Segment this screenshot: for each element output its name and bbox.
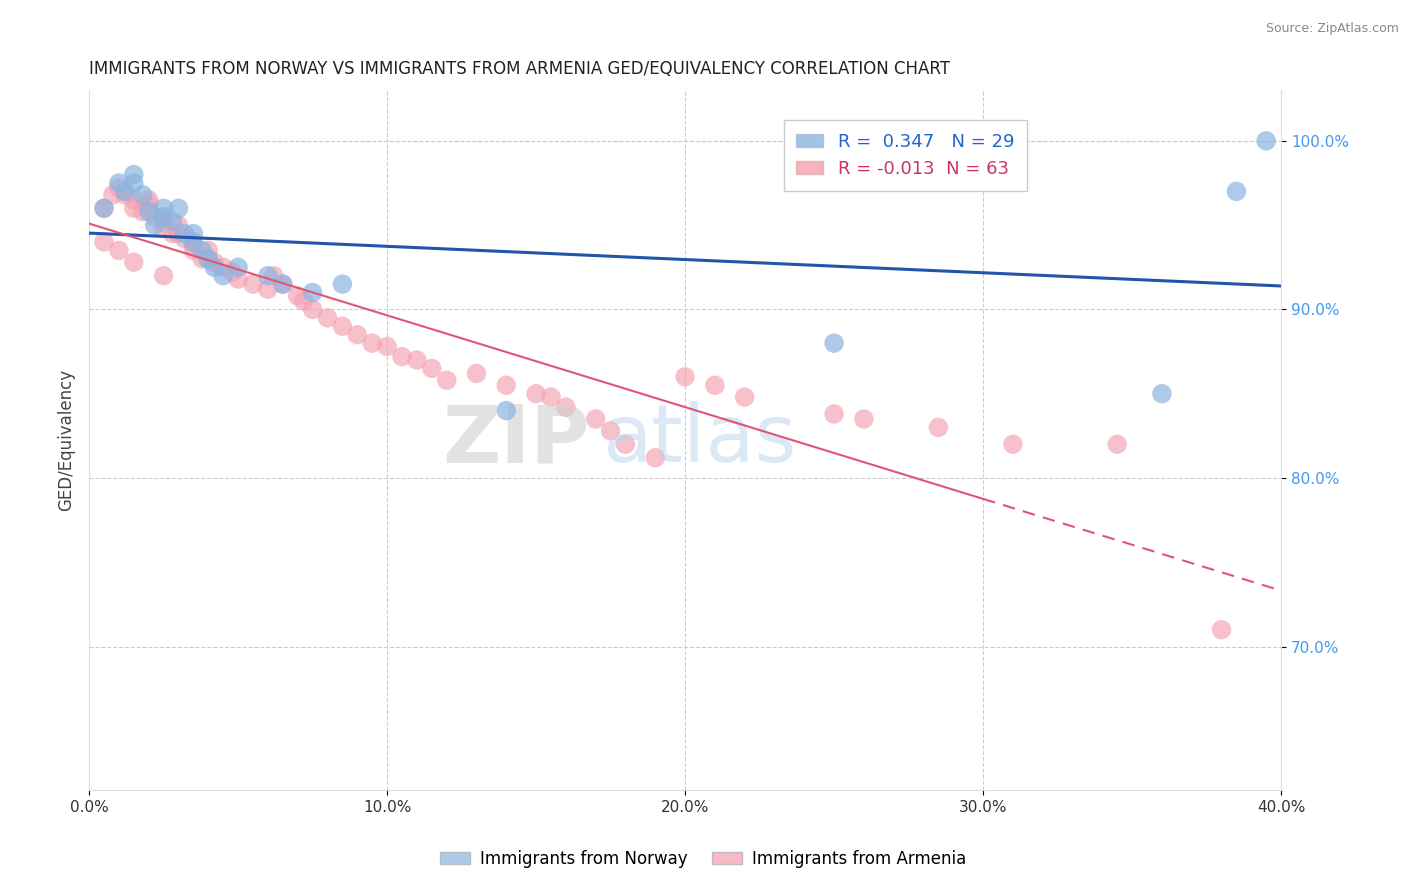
Point bbox=[202, 260, 225, 275]
Point bbox=[212, 268, 235, 283]
Point bbox=[495, 378, 517, 392]
Point bbox=[644, 450, 666, 465]
Point bbox=[202, 255, 225, 269]
Point bbox=[391, 350, 413, 364]
Point bbox=[1225, 185, 1247, 199]
Point bbox=[257, 282, 280, 296]
Point bbox=[221, 265, 243, 279]
Point bbox=[1107, 437, 1129, 451]
Point bbox=[152, 210, 174, 224]
Point bbox=[122, 255, 145, 269]
Point bbox=[823, 336, 845, 351]
Point bbox=[93, 235, 115, 249]
Point bbox=[420, 361, 443, 376]
Text: atlas: atlas bbox=[602, 401, 796, 479]
Legend: R =  0.347   N = 29, R = -0.013  N = 63: R = 0.347 N = 29, R = -0.013 N = 63 bbox=[783, 120, 1026, 191]
Point bbox=[93, 201, 115, 215]
Point bbox=[927, 420, 949, 434]
Point bbox=[1211, 623, 1233, 637]
Point bbox=[197, 252, 219, 266]
Point bbox=[93, 201, 115, 215]
Point bbox=[197, 244, 219, 258]
Point bbox=[138, 198, 160, 212]
Point bbox=[257, 268, 280, 283]
Point bbox=[1150, 386, 1173, 401]
Point bbox=[173, 231, 195, 245]
Point bbox=[316, 310, 339, 325]
Point bbox=[540, 390, 562, 404]
Point bbox=[226, 272, 249, 286]
Point bbox=[332, 277, 354, 292]
Point bbox=[183, 238, 205, 252]
Point bbox=[114, 185, 136, 199]
Point bbox=[436, 373, 458, 387]
Point bbox=[122, 193, 145, 207]
Point bbox=[734, 390, 756, 404]
Point bbox=[132, 204, 155, 219]
Point bbox=[183, 244, 205, 258]
Point bbox=[152, 201, 174, 215]
Point bbox=[138, 193, 160, 207]
Point bbox=[346, 327, 368, 342]
Point bbox=[162, 227, 184, 241]
Point bbox=[183, 235, 205, 249]
Point bbox=[101, 187, 124, 202]
Point bbox=[122, 176, 145, 190]
Point bbox=[212, 260, 235, 275]
Point bbox=[167, 218, 190, 232]
Point bbox=[108, 176, 131, 190]
Point bbox=[162, 215, 184, 229]
Point bbox=[301, 285, 323, 300]
Point bbox=[554, 400, 576, 414]
Point bbox=[405, 353, 427, 368]
Point bbox=[143, 210, 166, 224]
Point bbox=[271, 277, 294, 292]
Point bbox=[585, 412, 607, 426]
Point bbox=[703, 378, 725, 392]
Point bbox=[108, 244, 131, 258]
Point bbox=[108, 181, 131, 195]
Point bbox=[152, 221, 174, 235]
Point bbox=[122, 168, 145, 182]
Point bbox=[226, 260, 249, 275]
Text: ZIP: ZIP bbox=[443, 401, 589, 479]
Point bbox=[271, 277, 294, 292]
Point bbox=[152, 215, 174, 229]
Point bbox=[614, 437, 637, 451]
Point bbox=[599, 424, 621, 438]
Point bbox=[375, 339, 398, 353]
Point bbox=[173, 227, 195, 241]
Point bbox=[152, 268, 174, 283]
Point bbox=[287, 289, 309, 303]
Point bbox=[524, 386, 547, 401]
Point bbox=[183, 227, 205, 241]
Point bbox=[132, 187, 155, 202]
Point bbox=[242, 277, 264, 292]
Point bbox=[673, 369, 696, 384]
Point bbox=[191, 244, 214, 258]
Point bbox=[138, 204, 160, 219]
Point bbox=[167, 201, 190, 215]
Point bbox=[332, 319, 354, 334]
Point bbox=[495, 403, 517, 417]
Point bbox=[122, 201, 145, 215]
Point bbox=[292, 293, 315, 308]
Point bbox=[263, 268, 285, 283]
Point bbox=[823, 407, 845, 421]
Text: IMMIGRANTS FROM NORWAY VS IMMIGRANTS FROM ARMENIA GED/EQUIVALENCY CORRELATION CH: IMMIGRANTS FROM NORWAY VS IMMIGRANTS FRO… bbox=[89, 60, 950, 78]
Point bbox=[1001, 437, 1024, 451]
Point bbox=[852, 412, 875, 426]
Legend: Immigrants from Norway, Immigrants from Armenia: Immigrants from Norway, Immigrants from … bbox=[433, 844, 973, 875]
Point bbox=[114, 187, 136, 202]
Point bbox=[143, 218, 166, 232]
Point bbox=[361, 336, 384, 351]
Point bbox=[167, 227, 190, 241]
Point bbox=[191, 252, 214, 266]
Point bbox=[1256, 134, 1278, 148]
Point bbox=[465, 367, 488, 381]
Text: Source: ZipAtlas.com: Source: ZipAtlas.com bbox=[1265, 22, 1399, 36]
Y-axis label: GED/Equivalency: GED/Equivalency bbox=[58, 369, 75, 511]
Point bbox=[197, 252, 219, 266]
Point bbox=[301, 302, 323, 317]
